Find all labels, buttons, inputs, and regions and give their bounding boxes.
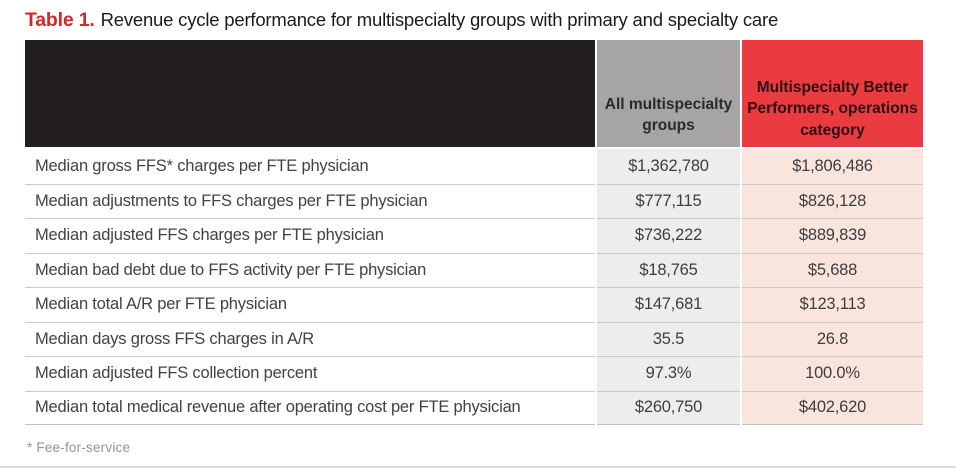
row-label-cell: Median days gross FFS charges in A/R <box>25 321 595 356</box>
all-groups-value-cell: $260,750 <box>597 390 740 425</box>
footnote: * Fee-for-service <box>27 440 131 455</box>
table-title-text: Revenue cycle performance for multispeci… <box>100 9 779 30</box>
header-spacer-cell <box>25 40 595 147</box>
all-groups-value-cell: $18,765 <box>597 252 740 287</box>
table-row: Median gross FFS* charges per FTE physic… <box>25 149 923 184</box>
bottom-divider <box>0 466 956 468</box>
better-performers-value-cell: $402,620 <box>742 390 923 425</box>
row-label-cell: Median adjusted FFS collection percent <box>25 356 595 391</box>
table-row: Median total A/R per FTE physician $147,… <box>25 287 923 322</box>
all-groups-value-cell: $1,362,780 <box>597 149 740 184</box>
better-performers-value-cell: $123,113 <box>742 287 923 322</box>
header-better-performers-label: Multispecialty Better Performers, operat… <box>747 78 918 139</box>
all-groups-value-cell: $736,222 <box>597 218 740 253</box>
header-all-groups-label: All multispecialty groups <box>604 96 733 134</box>
header-all-groups-cell: All multispecialty groups <box>597 40 740 147</box>
table-row: Median adjusted FFS collection percent 9… <box>25 356 923 391</box>
row-label-cell: Median adjustments to FFS charges per FT… <box>25 183 595 218</box>
table-row: Median days gross FFS charges in A/R 35.… <box>25 321 923 356</box>
row-label-cell: Median total A/R per FTE physician <box>25 287 595 322</box>
table-title: Table 1. Revenue cycle performance for mu… <box>25 7 945 33</box>
row-label-cell: Median gross FFS* charges per FTE physic… <box>25 149 595 184</box>
better-performers-value-cell: $826,128 <box>742 183 923 218</box>
better-performers-value-cell: $5,688 <box>742 252 923 287</box>
better-performers-value-cell: 100.0% <box>742 356 923 391</box>
better-performers-value-cell: $1,806,486 <box>742 149 923 184</box>
better-performers-value-cell: $889,839 <box>742 218 923 253</box>
data-table: All multispecialty groups Multispecialty… <box>25 40 923 425</box>
header-better-performers-cell: Multispecialty Better Performers, operat… <box>742 40 923 147</box>
row-label-cell: Median bad debt due to FFS activity per … <box>25 252 595 287</box>
table-row: Median adjustments to FFS charges per FT… <box>25 183 923 218</box>
all-groups-value-cell: $147,681 <box>597 287 740 322</box>
row-label-cell: Median total medical revenue after opera… <box>25 390 595 425</box>
better-performers-value-cell: 26.8 <box>742 321 923 356</box>
all-groups-value-cell: 35.5 <box>597 321 740 356</box>
table-row: Median total medical revenue after opera… <box>25 390 923 425</box>
table-number: Table 1. <box>25 9 95 31</box>
row-label-cell: Median adjusted FFS charges per FTE phys… <box>25 218 595 253</box>
all-groups-value-cell: 97.3% <box>597 356 740 391</box>
table-row: Median adjusted FFS charges per FTE phys… <box>25 218 923 253</box>
header-row: All multispecialty groups Multispecialty… <box>25 40 923 147</box>
all-groups-value-cell: $777,115 <box>597 183 740 218</box>
table-row: Median bad debt due to FFS activity per … <box>25 252 923 287</box>
